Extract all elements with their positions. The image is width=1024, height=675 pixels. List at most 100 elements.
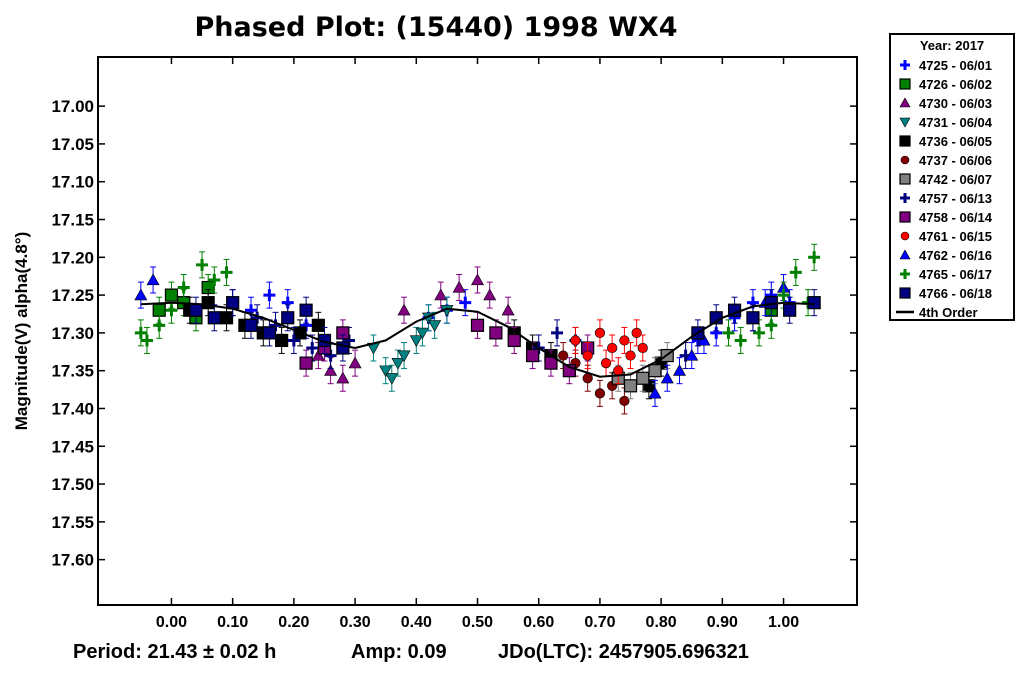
legend-title: Year: 2017 bbox=[919, 38, 985, 53]
legend-marker-shape bbox=[899, 135, 911, 147]
data-point bbox=[220, 266, 233, 279]
x-tick-label: 0.90 bbox=[707, 614, 738, 631]
data-point bbox=[777, 289, 790, 302]
data-point bbox=[637, 342, 648, 354]
x-tick-label: 0.50 bbox=[462, 614, 493, 631]
legend-marker bbox=[899, 173, 911, 185]
data-point bbox=[544, 356, 558, 370]
data-point bbox=[226, 296, 240, 310]
y-tick-label: 17.55 bbox=[51, 513, 94, 532]
data-point bbox=[582, 350, 593, 361]
legend: Year: 2017 4725 - 06/01 4726 - 06/02 4730 … bbox=[889, 33, 1015, 321]
data-point bbox=[177, 281, 190, 294]
y-tick-label: 17.10 bbox=[51, 173, 94, 192]
data-point bbox=[619, 335, 630, 346]
data-point bbox=[409, 335, 423, 348]
data-point bbox=[648, 386, 662, 399]
legend-item: 4726 - 06/02 bbox=[895, 75, 1013, 94]
data-point bbox=[189, 303, 203, 317]
data-point bbox=[746, 311, 760, 325]
data-point bbox=[734, 334, 747, 347]
data-point bbox=[470, 273, 485, 286]
legend-marker-shape bbox=[900, 155, 910, 165]
y-tick-label: 17.20 bbox=[51, 248, 94, 267]
legend-label: 4736 - 06/05 bbox=[919, 134, 993, 149]
data-point bbox=[489, 326, 503, 340]
legend-marker-shape bbox=[899, 249, 911, 260]
legend-label: 4725 - 06/01 bbox=[919, 58, 993, 73]
data-point bbox=[722, 326, 735, 339]
data-point bbox=[648, 364, 662, 378]
legend-item: 4725 - 06/01 bbox=[895, 56, 1013, 75]
legend-marker bbox=[899, 249, 911, 260]
phased-plot: 0.00 0.10 0.20 0.30 0.40 0.50 0.60 0.70 0.80 0.90… bbox=[12, 56, 858, 631]
legend-marker bbox=[896, 310, 914, 314]
series-4761 bbox=[570, 319, 648, 385]
data-point bbox=[134, 288, 148, 301]
data-point bbox=[397, 350, 411, 363]
data-point bbox=[287, 334, 300, 347]
x-tick-label: 0.60 bbox=[523, 614, 554, 631]
legend-item: 4758 - 06/14 bbox=[895, 208, 1013, 227]
data-point bbox=[807, 296, 821, 310]
data-point bbox=[281, 311, 295, 325]
legend-item: 4730 - 06/03 bbox=[895, 94, 1013, 113]
data-point bbox=[428, 320, 442, 332]
data-point bbox=[594, 327, 606, 338]
data-point bbox=[201, 296, 215, 310]
data-point bbox=[324, 364, 338, 376]
data-point bbox=[311, 348, 325, 361]
data-point bbox=[379, 365, 393, 378]
legend-item: 4761 - 06/15 bbox=[895, 227, 1013, 246]
data-point bbox=[146, 273, 160, 286]
legend-item: 4762 - 06/16 bbox=[895, 246, 1013, 265]
data-point bbox=[263, 289, 276, 302]
amplitude-text: Amp: 0.09 bbox=[351, 641, 447, 663]
data-point bbox=[219, 311, 234, 325]
data-point bbox=[336, 371, 350, 384]
data-point bbox=[299, 356, 313, 370]
legend-marker bbox=[899, 97, 911, 108]
series-4731 bbox=[366, 296, 454, 392]
data-point bbox=[262, 326, 276, 340]
x-tick-label: 0.00 bbox=[156, 614, 187, 631]
data-point bbox=[391, 358, 405, 370]
legend-item: 4742 - 06/07 bbox=[895, 170, 1013, 189]
data-point bbox=[196, 258, 209, 271]
data-point bbox=[783, 303, 797, 317]
data-point bbox=[275, 333, 289, 348]
legend-marker bbox=[900, 155, 910, 165]
data-point bbox=[525, 348, 540, 363]
legend-marker bbox=[899, 287, 911, 299]
legend-item: 4731 - 06/04 bbox=[895, 113, 1013, 132]
legend-item: 4766 - 06/18 bbox=[895, 284, 1013, 303]
data-point bbox=[153, 319, 166, 332]
data-point bbox=[415, 327, 429, 340]
x-tick-label: 0.30 bbox=[340, 614, 371, 631]
data-point bbox=[613, 365, 624, 376]
legend-label: 4757 - 06/13 bbox=[919, 191, 993, 206]
legend-marker bbox=[899, 211, 911, 223]
legend-item: 4757 - 06/13 bbox=[895, 189, 1013, 208]
legend-item: 4th Order bbox=[895, 303, 1013, 322]
data-point bbox=[600, 358, 612, 369]
data-point bbox=[594, 388, 606, 399]
y-tick-label: 17.35 bbox=[51, 362, 94, 381]
y-tick-label: 17.50 bbox=[51, 475, 94, 494]
fit-curve bbox=[140, 301, 815, 378]
y-tick-label: 17.60 bbox=[51, 551, 94, 570]
data-point bbox=[631, 327, 642, 338]
legend-marker-shape bbox=[899, 287, 911, 299]
legend-marker-shape bbox=[900, 269, 910, 279]
data-point bbox=[660, 371, 674, 384]
data-point bbox=[385, 373, 399, 385]
data-point bbox=[244, 318, 258, 332]
legend-marker-shape bbox=[899, 211, 911, 223]
y-axis-label: Magnitude(V) alpha(4.8°) bbox=[12, 232, 31, 431]
legend-label: 4726 - 06/02 bbox=[919, 77, 993, 92]
data-point bbox=[397, 303, 411, 316]
legend-marker bbox=[900, 193, 910, 203]
jdo-text: JDo(LTC): 2457905.696321 bbox=[498, 641, 749, 663]
data-point bbox=[672, 364, 687, 376]
legend-item: 4736 - 06/05 bbox=[895, 132, 1013, 151]
